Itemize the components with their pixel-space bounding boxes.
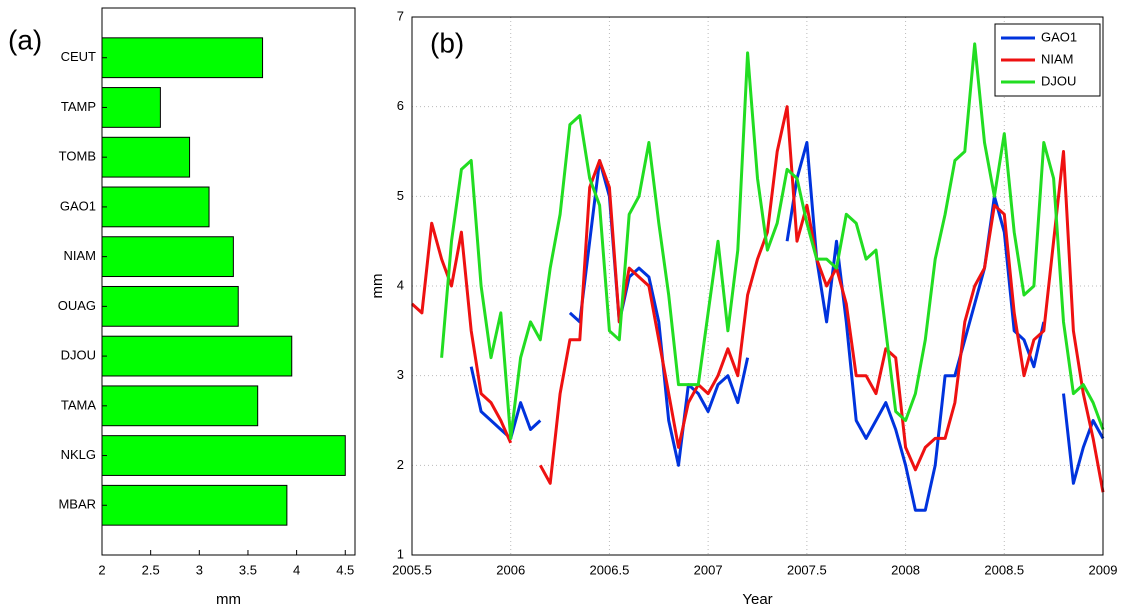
y-tick-label: 7 bbox=[397, 8, 404, 23]
y-tick-label: DJOU bbox=[61, 348, 96, 363]
x-tick-label: 2005.5 bbox=[392, 562, 432, 577]
bar bbox=[101, 335, 293, 377]
bar bbox=[101, 186, 210, 228]
x-tick-label: 2.5 bbox=[142, 562, 160, 577]
bar bbox=[101, 87, 161, 128]
x-axis-label: mm bbox=[216, 591, 241, 608]
x-tick-label: 2 bbox=[98, 562, 105, 577]
x-tick-label: 2007 bbox=[694, 562, 723, 577]
series-line bbox=[410, 105, 1105, 493]
y-tick-label: 1 bbox=[397, 546, 404, 561]
bar bbox=[101, 136, 191, 178]
x-tick-label: 2007.5 bbox=[787, 562, 827, 577]
legend-label: DJOU bbox=[1041, 73, 1076, 88]
y-tick-label: 5 bbox=[397, 188, 404, 203]
y-tick-label: TOMB bbox=[59, 149, 96, 164]
x-tick-label: 2006.5 bbox=[590, 562, 630, 577]
bar bbox=[101, 484, 288, 526]
x-tick-label: 3 bbox=[196, 562, 203, 577]
axes-box bbox=[411, 16, 1104, 556]
y-tick-label: TAMA bbox=[61, 397, 96, 412]
y-tick-label: 6 bbox=[397, 98, 404, 113]
y-tick-label: 2 bbox=[397, 457, 404, 472]
bar bbox=[101, 236, 234, 278]
x-tick-label: 2008 bbox=[891, 562, 920, 577]
y-axis-label: mm bbox=[369, 274, 386, 299]
x-tick-label: 2006 bbox=[496, 562, 525, 577]
y-tick-label: 3 bbox=[397, 367, 404, 382]
bar bbox=[101, 37, 264, 79]
y-tick-label: MBAR bbox=[58, 497, 96, 512]
y-tick-label: NIAM bbox=[64, 248, 97, 263]
series-line bbox=[469, 141, 1105, 512]
y-tick-label: OUAG bbox=[58, 298, 96, 313]
x-axis-label: Year bbox=[742, 591, 772, 608]
y-tick-label: GAO1 bbox=[60, 198, 96, 213]
x-tick-label: 3.5 bbox=[239, 562, 257, 577]
series-line bbox=[440, 42, 1105, 440]
panel-label: (b) bbox=[430, 27, 464, 58]
bar bbox=[101, 285, 239, 327]
legend-label: NIAM bbox=[1041, 51, 1074, 66]
x-tick-label: 4 bbox=[293, 562, 300, 577]
bar bbox=[101, 435, 346, 476]
legend-label: GAO1 bbox=[1041, 29, 1077, 44]
x-tick-label: 2008.5 bbox=[984, 562, 1024, 577]
y-tick-label: 4 bbox=[397, 277, 404, 292]
y-tick-label: CEUT bbox=[61, 49, 96, 64]
panel-label: (a) bbox=[8, 24, 42, 55]
y-tick-label: NKLG bbox=[61, 447, 96, 462]
x-tick-label: 4.5 bbox=[336, 562, 354, 577]
x-tick-label: 2009 bbox=[1089, 562, 1118, 577]
y-tick-label: TAMP bbox=[61, 99, 96, 114]
axes-box bbox=[101, 7, 356, 556]
bar bbox=[101, 385, 259, 427]
